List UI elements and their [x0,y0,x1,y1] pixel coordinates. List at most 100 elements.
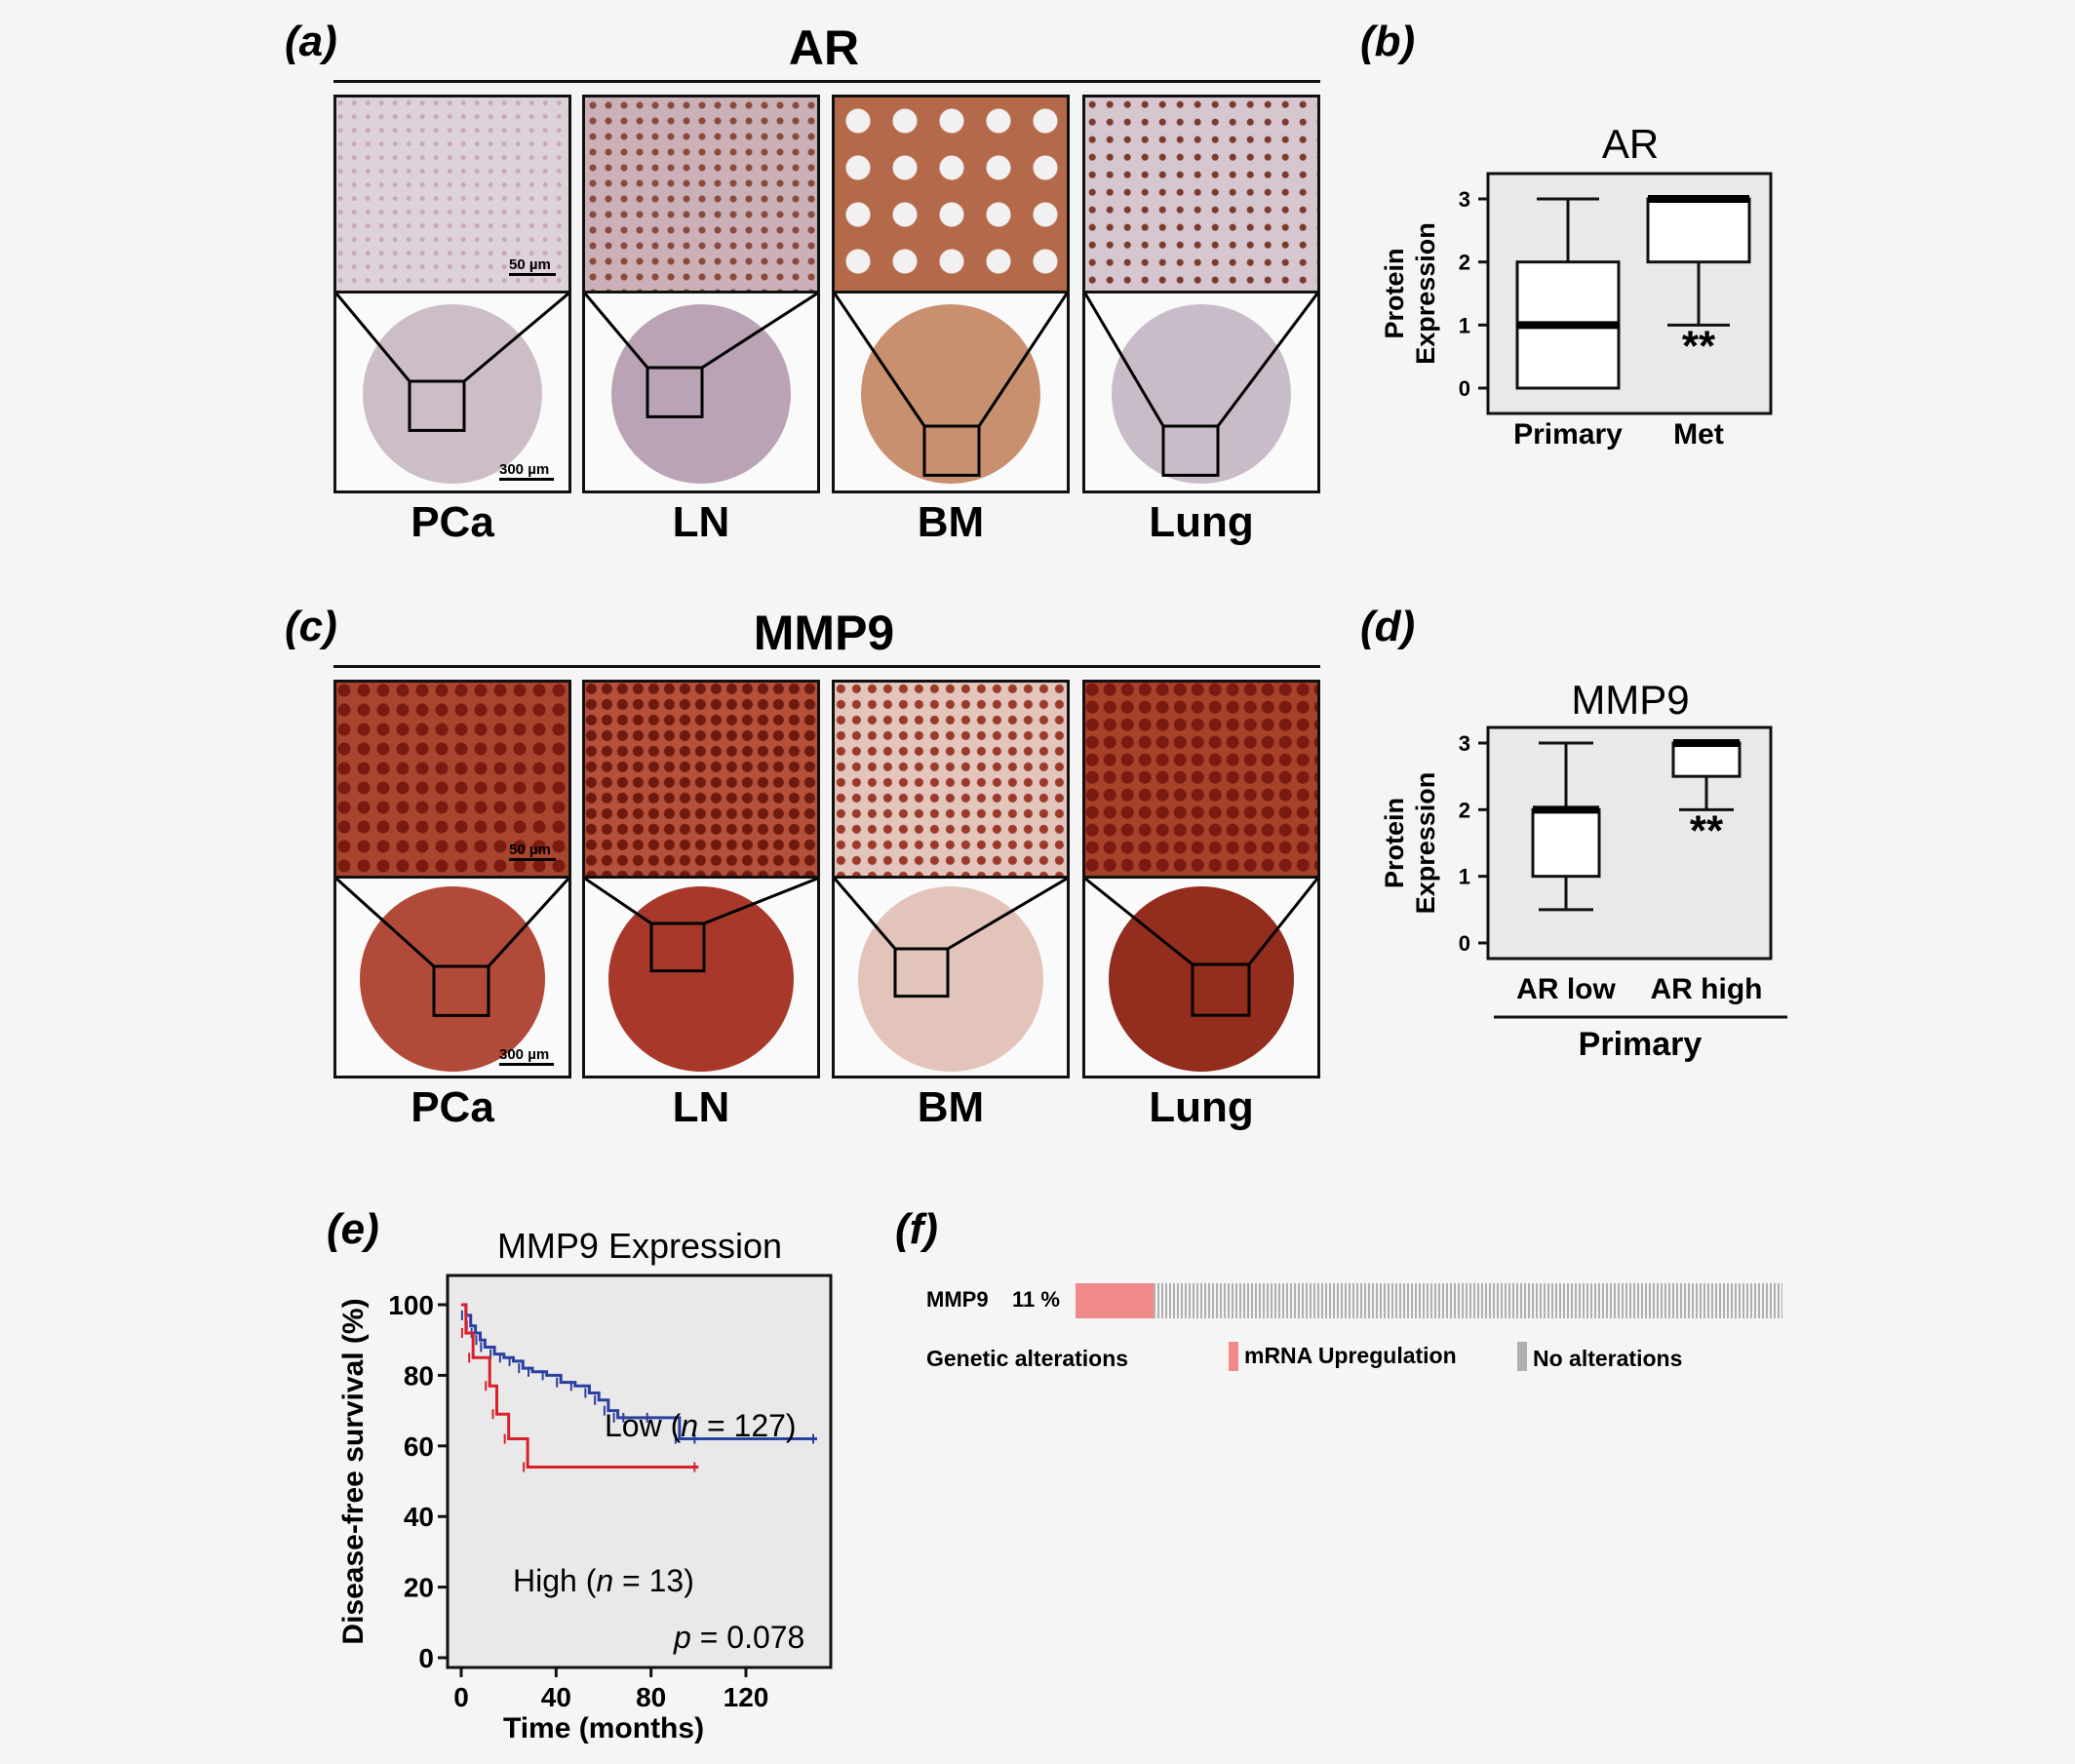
zoom-line-left [336,879,436,968]
y-tick-label: 2 [1459,798,1470,822]
y-tick-label: 3 [1459,187,1470,212]
y-axis-label: Disease-free survival (%) [337,1298,370,1644]
tissue-core-bm [832,876,1070,1078]
y-tick-label: 1 [1459,865,1470,889]
zoom-box [432,964,490,1017]
km-title: MMP9 Expression [497,1226,782,1266]
zoom-box [1191,962,1251,1017]
tissue-label-bm: BM [917,498,985,546]
x-tick-label: 80 [636,1682,666,1712]
y-tick-label: 20 [404,1573,434,1603]
panel-c-title: MMP9 [753,606,895,660]
tissue-core-lung [1082,876,1320,1078]
tissue-label-ln: LN [672,1083,730,1131]
tissue-label-pca: PCa [411,498,494,546]
tissue-core-lung [1082,291,1320,493]
zoom-line-left [1085,294,1165,427]
no-alteration-block [1154,1283,1782,1318]
alteration-percent: 11 % [1012,1287,1060,1312]
micrograph-bm [832,95,1070,294]
zoom-line-right [487,879,568,968]
scale-bar-300um: 300 µm [499,1046,554,1066]
panel-a-label: (a) [285,18,337,65]
zoom-box [893,947,950,999]
tissue-label-lung: Lung [1149,498,1254,546]
zoom-line-left [1085,879,1194,966]
y-axis-label: ProteinExpression [1380,222,1440,365]
zoom-line-right [1216,294,1317,427]
tissue-label-ln: LN [672,498,730,546]
category-label: AR high [1651,973,1763,1005]
micrograph-ln [582,680,820,879]
box-iqr [1646,197,1751,264]
tissue-label-pca: PCa [411,1083,494,1131]
box-iqr [1531,807,1601,879]
high-series-label: High (n = 13) [513,1563,694,1598]
tissue-core-bm [832,291,1070,493]
x-tick-label: 0 [453,1682,469,1712]
panel-e-label: (e) [327,1205,379,1253]
y-tick-label: 60 [404,1431,434,1462]
x-axis-label: Time (months) [503,1712,704,1744]
panel-e-km-plot: MMP9 Expression 0 20 40 60 80 100 0 40 80 120 Time … [337,1226,833,1744]
tissue-core-disc [861,304,1040,484]
tissue-label-lung: Lung [1149,1083,1254,1131]
zoom-line-left [835,879,897,950]
mrna-upregulation-block [1076,1283,1154,1318]
panel-b-label: (b) [1360,18,1416,65]
zoom-line-left [585,294,649,369]
legend-mrna-swatch [1229,1342,1238,1371]
zoom-box [922,424,981,477]
zoom-line-right [703,879,817,925]
x-tick-label: 120 [724,1682,769,1712]
x-tick-label: 40 [541,1682,571,1712]
oncoprint-track [1076,1283,1782,1318]
box-iqr [1671,741,1742,778]
legend-none-label: No alterations [1533,1346,1683,1371]
zoom-line-right [701,294,817,370]
boxplot-title: MMP9 [1571,677,1689,723]
panel-c-title-rule [333,665,1320,668]
significance-stars: ** [1682,322,1716,370]
panel-d-label: (d) [1360,603,1416,650]
tissue-core-pca [333,291,571,493]
panel-b-boxplot: AR 0 1 2 3 ProteinExpression Primary Met ** [1380,121,1773,451]
tissue-core-pca [333,876,571,1078]
micrograph-lung [1082,680,1320,879]
micrograph-pca [333,680,571,879]
scale-bar-50um: 50 µm [509,842,556,861]
zoom-box [408,379,466,432]
tissue-core-disc [1112,304,1291,484]
tissue-core-disc [858,886,1043,1072]
zoom-box [649,921,706,973]
category-label: AR low [1516,973,1616,1005]
legend-mrna-label: mRNA Upregulation [1244,1343,1457,1368]
y-tick-label: 40 [404,1502,434,1532]
panel-a-title: AR [788,20,860,75]
gene-name: MMP9 [926,1287,989,1312]
legend-none-swatch [1517,1342,1527,1371]
tissue-core-disc [608,886,794,1072]
y-tick-label: 2 [1459,251,1470,275]
km-curve-low [461,1303,817,1441]
low-series-label: Low (n = 127) [605,1408,797,1443]
panel-d-boxplot: MMP9 0 1 2 3 ProteinExpression AR low AR high **… [1380,677,1787,1063]
tissue-core-disc [1109,886,1294,1072]
zoom-line-right [463,294,568,383]
km-curve-high [461,1303,699,1470]
group-label: Primary [1579,1026,1703,1063]
zoom-line-left [585,879,652,925]
y-tick-label: 100 [388,1290,434,1320]
zoom-line-left [336,294,411,382]
significance-stars: ** [1690,806,1724,854]
category-label: Met [1673,418,1724,451]
zoom-line-right [947,879,1067,951]
km-frame [446,1274,833,1669]
zoom-line-right [977,294,1067,427]
zoom-line-right [1247,879,1317,965]
panel-c-label: (c) [285,603,337,650]
y-tick-label: 0 [1459,376,1470,401]
zoom-line-left [835,294,926,427]
tissue-core-ln [582,876,820,1078]
y-tick-label: 1 [1459,313,1470,337]
